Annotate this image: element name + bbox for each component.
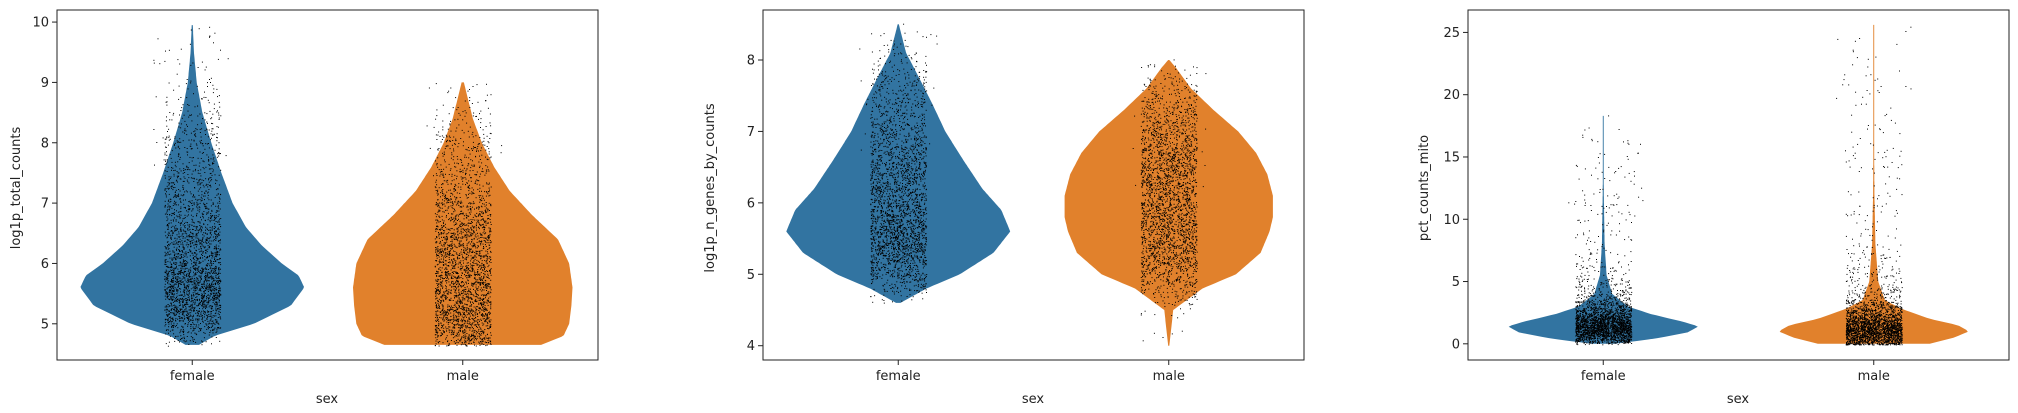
panel-pct-mito-ytick-label: 0 (1452, 337, 1460, 352)
panel-n-genes-frame (762, 9, 1305, 361)
violin-male (1064, 60, 1273, 346)
panel-pct-mito-xtick-label-male: male (1858, 369, 1890, 384)
points-male (1836, 26, 1912, 346)
panel-pct-mito-ytick-label: 5 (1452, 275, 1460, 290)
panel-n-genes-ytick-label: 8 (747, 54, 755, 69)
panel-total-counts-xlabel: sex (316, 392, 339, 407)
panel-n-genes-xlabel: sex (1022, 392, 1045, 407)
violin-female (80, 25, 304, 345)
panel-n-genes-ytick-label: 7 (747, 125, 755, 140)
panel-pct-mito-xlabel: sex (1727, 392, 1750, 407)
points-female (1568, 115, 1644, 346)
panel-total-counts-frame (56, 9, 599, 361)
panel-n-genes-ylabel: log1p_n_genes_by_counts (703, 103, 718, 272)
panel-total-counts-ylabel: log1p_total_counts (9, 127, 24, 250)
panel-n-genes-xtick-label-male: male (1153, 369, 1185, 384)
panel-total-counts-ytick-label: 10 (32, 16, 49, 31)
panel-total-counts-ytick-label: 5 (41, 317, 49, 332)
panel-n-genes-xtick-label-female: female (876, 369, 921, 384)
panel-total-counts-ytick-label: 7 (41, 197, 49, 212)
panel-pct-mito: pct_counts_mito sex 0 5 10 15 20 25 female male (1417, 9, 2010, 407)
points-female (153, 26, 229, 347)
panel-total-counts-ytick-label: 6 (41, 257, 49, 272)
panel-total-counts-xtick-label-male: male (447, 369, 479, 384)
panel-n-genes-ytick-label: 6 (747, 196, 755, 211)
panel-n-genes-ytick-label: 4 (747, 339, 755, 354)
panel-pct-mito-xtick-label-female: female (1581, 369, 1626, 384)
panel-total-counts-ytick-label: 9 (41, 76, 49, 91)
panel-pct-mito-ytick-label: 15 (1443, 150, 1460, 165)
points-female (859, 23, 938, 304)
points-male (426, 83, 503, 347)
panel-pct-mito-ytick-label: 10 (1443, 213, 1460, 228)
panel-pct-mito-ylabel: pct_counts_mito (1417, 135, 1432, 241)
panel-pct-mito-ytick-label: 20 (1443, 88, 1460, 103)
panel-total-counts-xtick-label-female: female (170, 369, 215, 384)
panel-pct-mito-ytick-label: 25 (1443, 26, 1460, 41)
panel-total-counts-ytick-label: 8 (41, 136, 49, 151)
panel-total-counts: log1p_total_counts sex 5 6 7 8 9 10 female male (9, 9, 599, 407)
violin-male (1779, 24, 1968, 344)
points-male (1132, 59, 1207, 342)
panel-n-genes: log1p_n_genes_by_counts sex 4 5 6 7 8 female m… (703, 9, 1305, 407)
panel-pct-mito-frame (1467, 9, 2010, 361)
panel-n-genes-ytick-label: 5 (747, 268, 755, 283)
